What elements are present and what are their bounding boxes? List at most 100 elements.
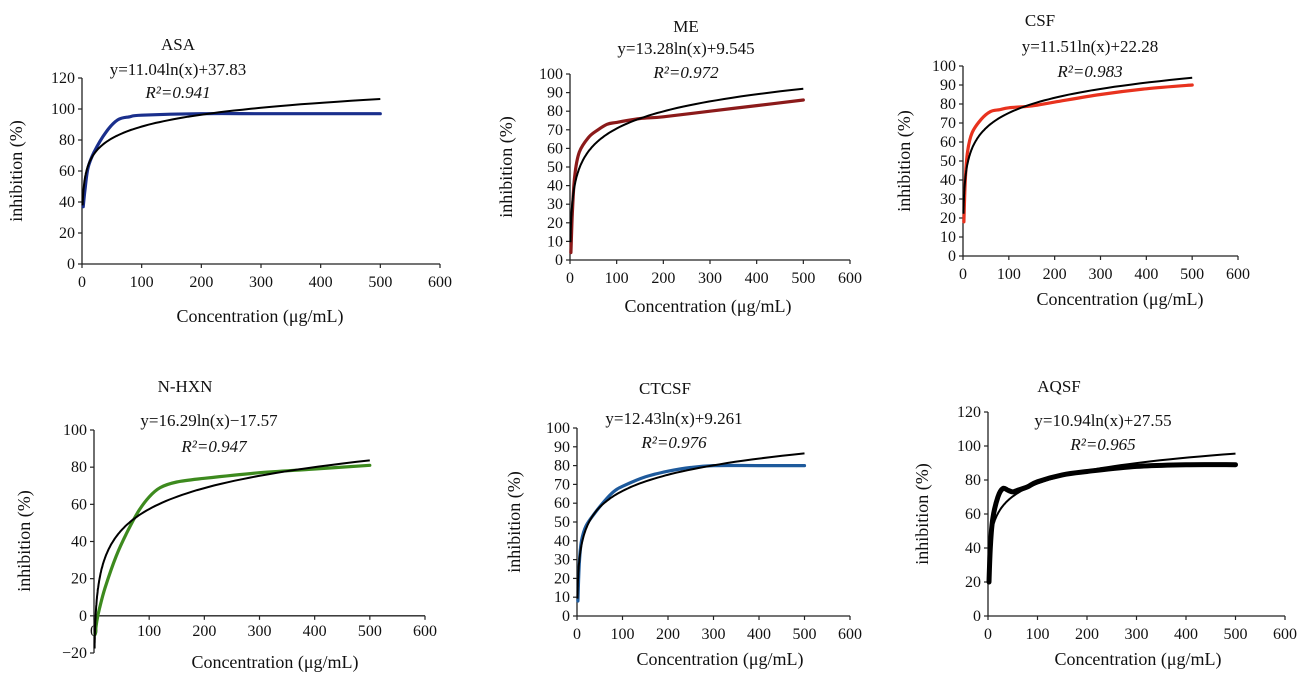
y-tick-label: 20: [554, 570, 570, 587]
x-axis-title: Concentration (μg/mL): [1054, 649, 1221, 670]
y-tick-label: 90: [547, 85, 563, 102]
panel-title: ASA: [161, 35, 196, 54]
y-tick-label: 40: [71, 534, 87, 551]
y-axis-title: inhibition (%): [894, 110, 915, 212]
data-point: [587, 136, 590, 139]
y-tick-label: 30: [940, 191, 956, 208]
x-tick-label: 100: [605, 270, 629, 287]
x-tick-label: 300: [698, 270, 722, 287]
x-tick-label: 500: [791, 270, 815, 287]
data-point: [103, 586, 107, 590]
y-tick-label: 80: [71, 459, 87, 476]
y-tick-label: 40: [59, 194, 75, 211]
x-tick-label: 0: [78, 274, 86, 291]
y-tick-label: 50: [940, 153, 956, 170]
y-tick-label: 10: [554, 589, 570, 606]
y-tick-label: 10: [547, 233, 563, 250]
data-point: [319, 112, 322, 115]
x-tick-label: 300: [702, 626, 726, 643]
data-point: [1099, 93, 1102, 96]
y-axis-title: inhibition (%): [496, 116, 517, 218]
data-point: [379, 112, 382, 115]
data-point: [971, 131, 974, 134]
data-series-line: [569, 98, 805, 255]
x-tick-label: 500: [358, 623, 382, 640]
x-tick-label: 600: [428, 274, 452, 291]
panel-title: ME: [673, 17, 699, 36]
data-point: [569, 251, 573, 254]
data-series-line: [576, 463, 807, 603]
data-point: [1011, 490, 1014, 494]
data-point: [576, 599, 580, 603]
r-squared-label: R²=0.972: [652, 63, 719, 82]
x-tick-label: 500: [793, 626, 817, 643]
y-tick-label: 50: [547, 159, 563, 176]
y-tick-label: 0: [79, 608, 87, 625]
chart-panel-2: 0 10 20 30 40 50 60 70 80 90 100 0 100 200 300 400 500 60…: [894, 11, 1250, 310]
y-tick-label: 100: [932, 58, 956, 75]
y-tick-label: 80: [59, 132, 75, 149]
data-point: [313, 467, 316, 471]
fit-equation: y=11.51ln(x)+22.28: [1022, 37, 1159, 56]
y-tick-label: 70: [554, 476, 570, 493]
x-tick-label: 200: [1075, 626, 1099, 643]
x-tick-label: 400: [747, 626, 771, 643]
x-axis-title: Concentration (μg/mL): [176, 306, 343, 327]
r-squared-label: R²=0.965: [1069, 435, 1135, 454]
y-axis-title: inhibition (%): [6, 120, 27, 222]
x-tick-label: 200: [1043, 266, 1067, 283]
data-point: [1016, 489, 1019, 492]
r-squared-label: R²=0.947: [180, 437, 248, 456]
data-point: [1234, 463, 1237, 466]
data-point: [82, 205, 85, 208]
y-tick-label: 70: [940, 115, 956, 132]
y-tick-label: 20: [965, 574, 981, 591]
data-point: [578, 150, 581, 154]
data-series-line: [81, 111, 382, 209]
log-fit-curve: [576, 452, 805, 599]
data-point: [114, 555, 118, 558]
y-tick-label: 0: [973, 608, 981, 625]
x-axis-title: Concentration (μg/mL): [636, 649, 803, 670]
y-tick-label: 60: [59, 163, 75, 180]
data-point: [606, 123, 609, 126]
y-tick-label: −20: [62, 645, 87, 662]
data-point: [573, 175, 576, 178]
data-point: [203, 477, 206, 480]
data-point: [258, 471, 261, 474]
x-tick-label: 400: [1134, 266, 1158, 283]
data-point: [125, 531, 129, 534]
data-series-line: [962, 83, 1194, 224]
data-point: [1001, 487, 1005, 490]
r-squared-label: R²=0.983: [1056, 62, 1122, 81]
y-tick-label: 20: [547, 215, 563, 232]
y-tick-label: 0: [67, 256, 75, 273]
y-tick-label: 100: [51, 101, 75, 118]
x-tick-label: 500: [1180, 266, 1204, 283]
data-point: [596, 128, 600, 131]
y-tick-label: 50: [554, 514, 570, 531]
x-tick-label: 100: [997, 266, 1021, 283]
x-axis-title: Concentration (μg/mL): [1036, 289, 1203, 310]
x-tick-label: 400: [1174, 626, 1198, 643]
data-point: [128, 115, 131, 119]
data-point: [104, 131, 108, 134]
data-point: [98, 607, 101, 610]
x-tick-label: 400: [745, 270, 769, 287]
y-tick-label: 30: [547, 196, 563, 213]
x-tick-label: 300: [248, 623, 272, 640]
data-point: [962, 220, 966, 223]
data-point: [1007, 106, 1010, 110]
log-fit-curve: [81, 98, 381, 206]
x-tick-label: 0: [573, 626, 581, 643]
data-point: [980, 118, 983, 121]
data-point: [802, 98, 805, 102]
data-point: [662, 115, 665, 119]
x-tick-label: 200: [192, 623, 216, 640]
r-squared-label: R²=0.976: [640, 433, 707, 452]
y-tick-label: 80: [554, 458, 570, 475]
fit-equation: y=13.28ln(x)+9.545: [617, 39, 754, 58]
